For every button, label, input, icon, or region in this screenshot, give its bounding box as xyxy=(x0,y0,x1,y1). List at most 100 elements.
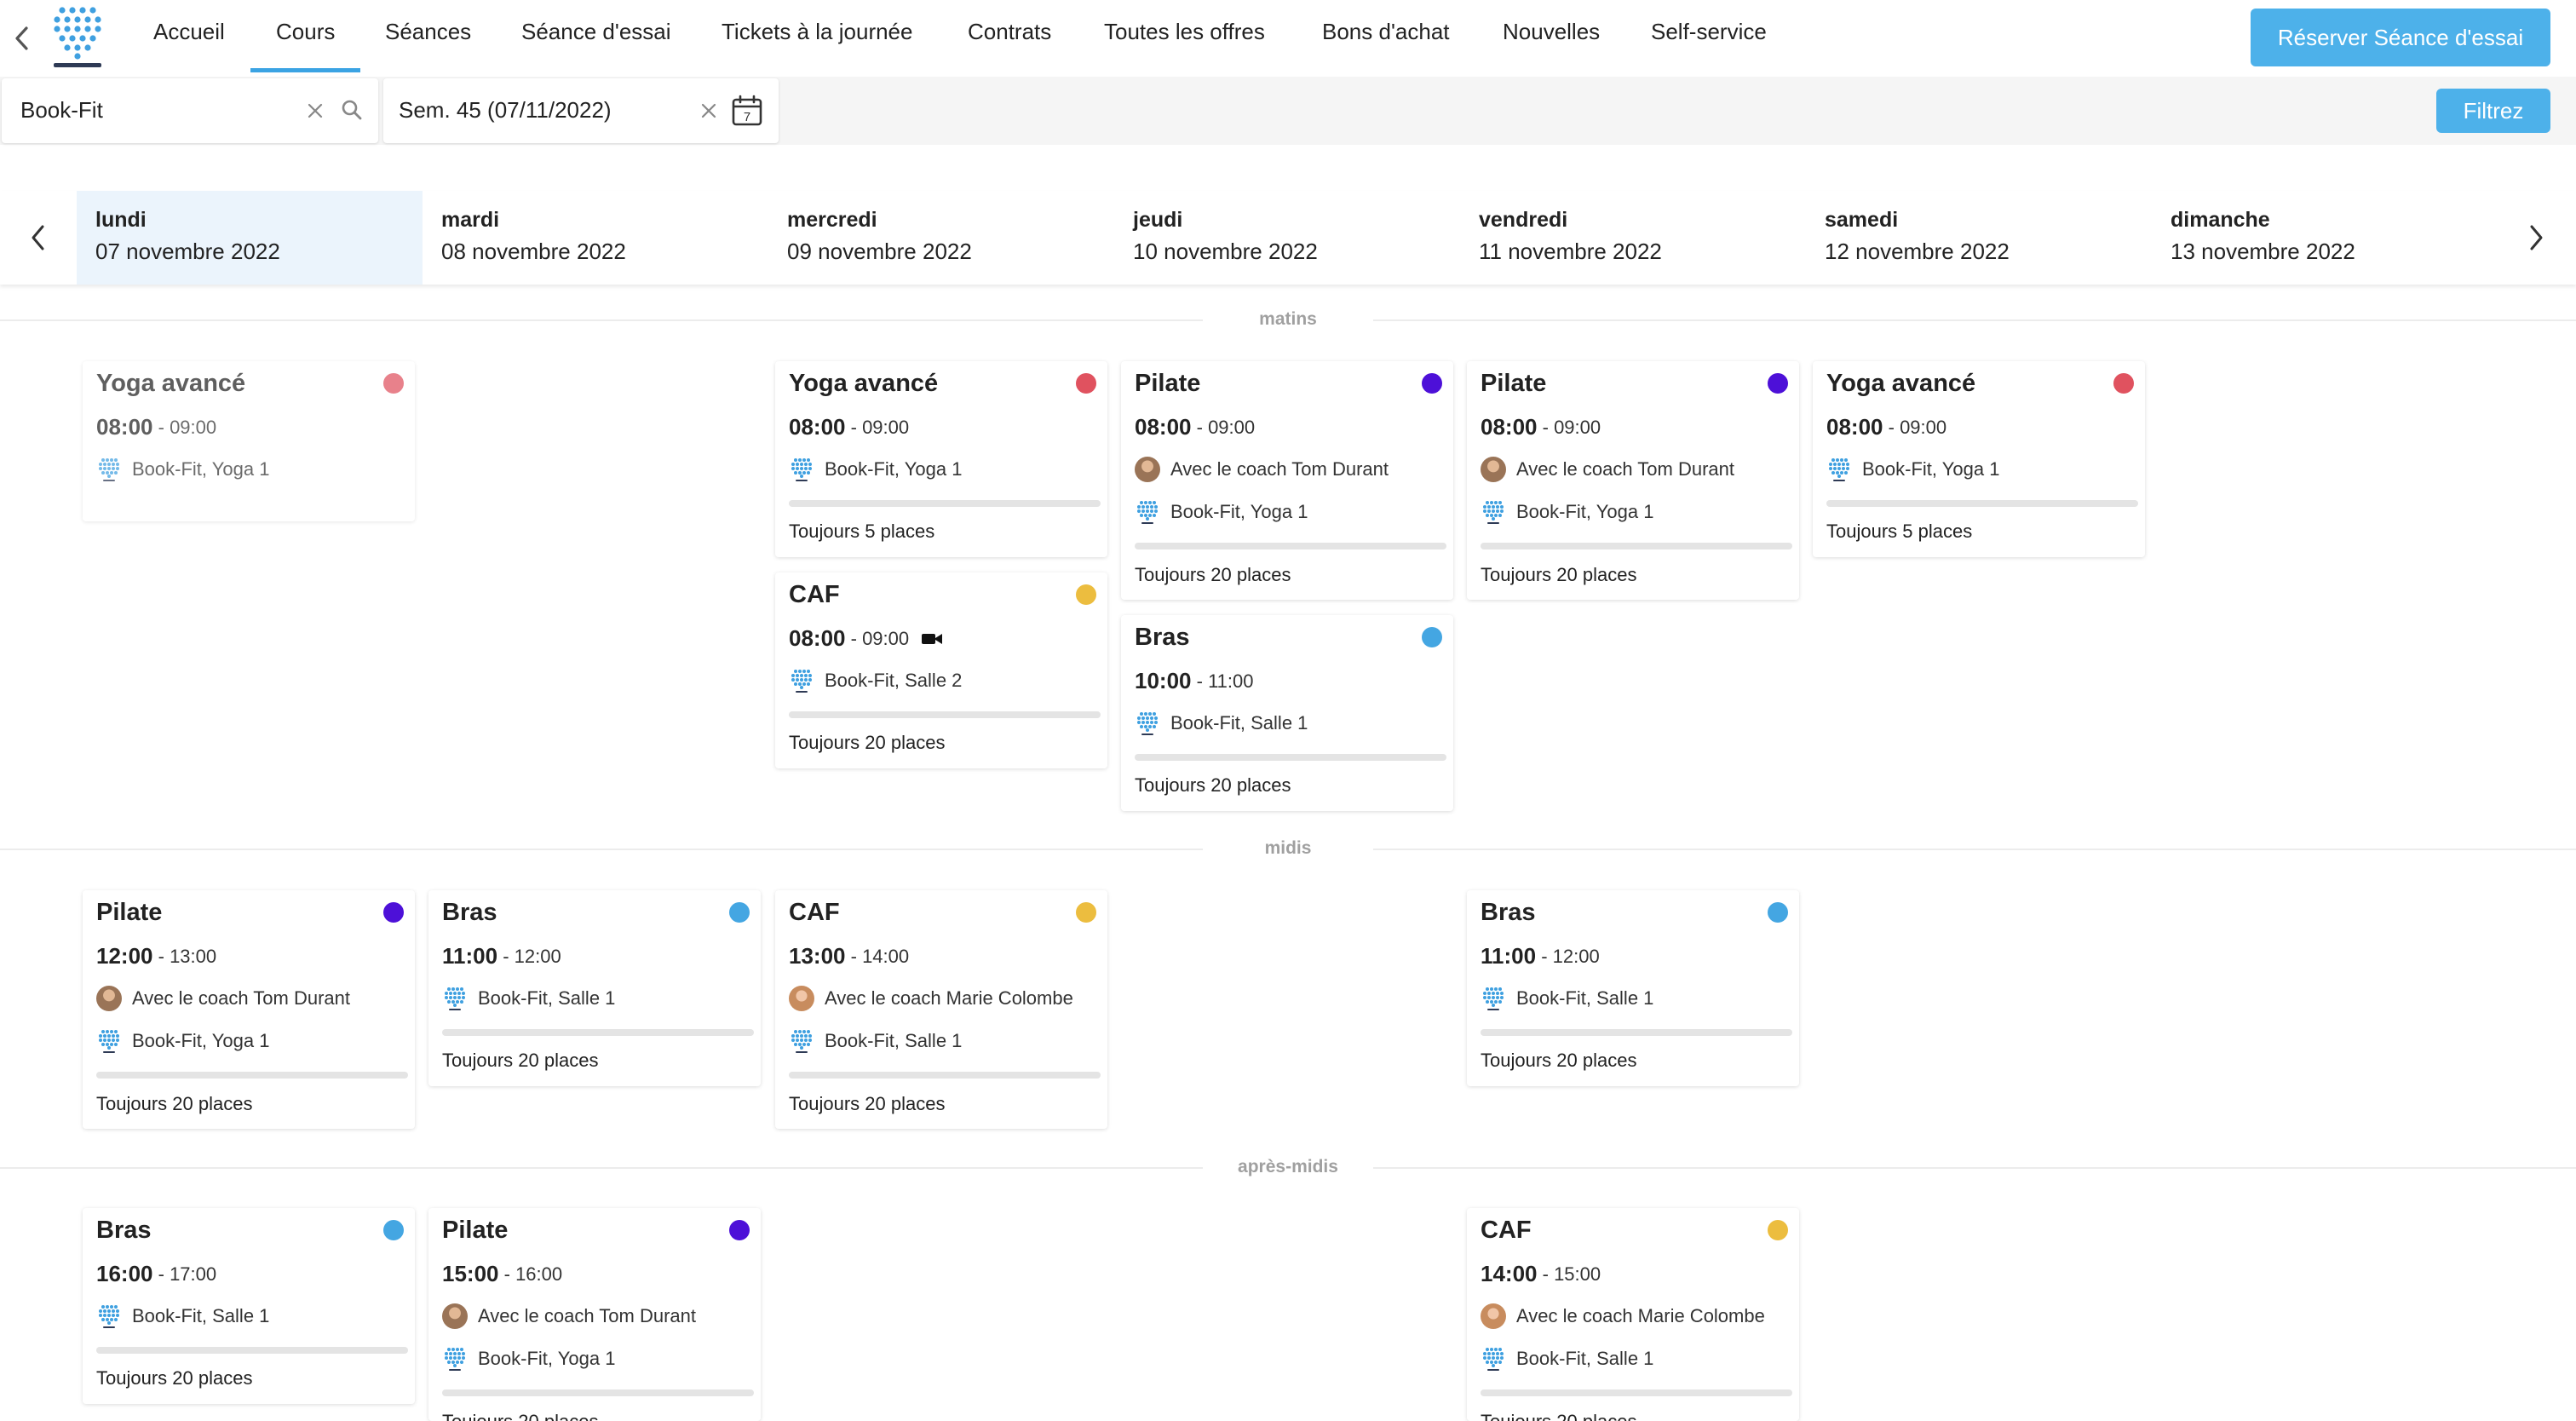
class-end-time: 17:00 xyxy=(170,1263,217,1285)
class-end-time: 11:00 xyxy=(1208,670,1254,692)
class-room-label: Book-Fit, Salle 1 xyxy=(478,987,616,1009)
class-title: Yoga avancé xyxy=(789,370,939,397)
class-card[interactable]: Pilate 15:00 - 16:00 Avec le coach Tom D… xyxy=(428,1208,761,1421)
class-card[interactable]: Yoga avancé 08:00 - 09:00 Book-Fit, Yoga… xyxy=(1813,361,2145,557)
class-room-label: Book-Fit, Salle 1 xyxy=(825,1030,963,1051)
class-end-time: 09:00 xyxy=(1900,416,1947,438)
class-card[interactable]: CAF 08:00 - 09:00 Book-Fit, Salle 2 Touj… xyxy=(775,572,1107,768)
search-icon[interactable] xyxy=(339,97,365,123)
class-room: Book-Fit, Yoga 1 xyxy=(96,457,269,482)
week-day-header: lundi 07 novembre 2022 mardi 08 novembre… xyxy=(0,191,2576,285)
clear-week-icon[interactable] xyxy=(697,99,721,123)
nav-item-self-service[interactable]: Self-service xyxy=(1651,19,1767,44)
class-end-time: 09:00 xyxy=(1208,416,1256,438)
class-card[interactable]: Pilate 08:00 - 09:00 Avec le coach Tom D… xyxy=(1121,361,1453,600)
class-end-time: 09:00 xyxy=(170,416,217,438)
studio-logo-icon xyxy=(1135,499,1160,525)
day-date: 12 novembre 2022 xyxy=(1825,239,2010,264)
class-card[interactable]: Yoga avancé 08:00 - 09:00 Book-Fit, Yoga… xyxy=(83,361,415,521)
nav-item-seance-essai[interactable]: Séance d'essai xyxy=(521,19,671,44)
class-start-time: 12:00 xyxy=(96,943,153,969)
class-time: 11:00 - 12:00 xyxy=(1481,943,1600,969)
capacity-bar xyxy=(1481,543,1792,549)
class-room: Book-Fit, Salle 1 xyxy=(96,1303,269,1329)
next-week-icon[interactable] xyxy=(2518,216,2556,259)
back-icon[interactable] xyxy=(9,19,34,58)
nav-item-accueil[interactable]: Accueil xyxy=(153,19,225,44)
class-card[interactable]: Bras 11:00 - 12:00 Book-Fit, Salle 1 Tou… xyxy=(1467,890,1799,1086)
mysports-logo[interactable] xyxy=(49,5,106,70)
nav-item-seances[interactable]: Séances xyxy=(385,19,472,44)
class-end-time: 15:00 xyxy=(1554,1263,1601,1285)
day-column-mardi[interactable]: mardi 08 novembre 2022 xyxy=(423,191,768,285)
class-room-label: Book-Fit, Salle 1 xyxy=(1516,1348,1654,1369)
week-selector-field[interactable]: Sem. 45 (07/11/2022) 7 xyxy=(383,78,779,143)
day-column-jeudi[interactable]: jeudi 10 novembre 2022 xyxy=(1114,191,1460,285)
class-room: Book-Fit, Yoga 1 xyxy=(1481,499,1653,525)
class-card[interactable]: Pilate 08:00 - 09:00 Avec le coach Tom D… xyxy=(1467,361,1799,600)
day-column-lundi[interactable]: lundi 07 novembre 2022 xyxy=(77,191,423,285)
class-start-time: 14:00 xyxy=(1481,1261,1538,1286)
capacity-bar xyxy=(1135,754,1446,761)
class-start-time: 11:00 xyxy=(1481,943,1537,969)
class-card[interactable]: CAF 13:00 - 14:00 Avec le coach Marie Co… xyxy=(775,890,1107,1129)
day-column-samedi[interactable]: samedi 12 novembre 2022 xyxy=(1806,191,2152,285)
class-card[interactable]: Yoga avancé 08:00 - 09:00 Book-Fit, Yoga… xyxy=(775,361,1107,557)
nav-item-tickets-journee[interactable]: Tickets à la journée xyxy=(722,19,913,44)
filter-bar: Book-Fit Sem. 45 (07/11/2022) 7 Filtrez xyxy=(0,77,2576,145)
day-name: vendredi xyxy=(1479,208,1568,232)
class-room-label: Book-Fit, Yoga 1 xyxy=(1170,501,1308,522)
nav-item-contrats[interactable]: Contrats xyxy=(968,19,1052,44)
studio-logo-icon xyxy=(96,1028,122,1054)
places-remaining: Toujours 20 places xyxy=(789,1093,946,1114)
class-card[interactable]: Bras 10:00 - 11:00 Book-Fit, Salle 1 Tou… xyxy=(1121,615,1453,811)
coach-avatar xyxy=(442,1303,468,1329)
day-date: 09 novembre 2022 xyxy=(787,239,972,264)
capacity-bar xyxy=(789,711,1101,718)
reserve-trial-button[interactable]: Réserver Séance d'essai xyxy=(2251,9,2550,66)
coach-avatar xyxy=(1135,457,1160,482)
calendar-icon[interactable]: 7 xyxy=(729,94,765,128)
category-color-dot xyxy=(1422,627,1442,647)
class-time: 08:00 - 09:00 xyxy=(1826,414,1947,440)
nav-item-toutes-offres[interactable]: Toutes les offres xyxy=(1104,19,1265,44)
class-card[interactable]: Bras 11:00 - 12:00 Book-Fit, Salle 1 Tou… xyxy=(428,890,761,1086)
studio-filter-field[interactable]: Book-Fit xyxy=(2,78,378,143)
class-end-time: 12:00 xyxy=(1552,945,1600,967)
class-coach: Avec le coach Tom Durant xyxy=(96,986,350,1011)
class-coach: Avec le coach Marie Colombe xyxy=(1481,1303,1765,1329)
class-card[interactable]: Pilate 12:00 - 13:00 Avec le coach Tom D… xyxy=(83,890,415,1129)
class-card[interactable]: Bras 16:00 - 17:00 Book-Fit, Salle 1 Tou… xyxy=(83,1208,415,1404)
top-navigation: Accueil Cours Séances Séance d'essai Tic… xyxy=(0,0,2576,77)
class-room-label: Book-Fit, Salle 1 xyxy=(1516,987,1654,1009)
class-time: 08:00 - 09:00 xyxy=(96,414,217,440)
day-column-mercredi[interactable]: mercredi 09 novembre 2022 xyxy=(768,191,1114,285)
class-room: Book-Fit, Salle 1 xyxy=(1481,986,1653,1011)
studio-logo-icon xyxy=(789,1028,814,1054)
category-color-dot xyxy=(729,1220,750,1240)
day-column-vendredi[interactable]: vendredi 11 novembre 2022 xyxy=(1460,191,1806,285)
section-label-matins: matins xyxy=(1203,307,1373,332)
studio-logo-icon xyxy=(1481,499,1506,525)
nav-item-bons-achat[interactable]: Bons d'achat xyxy=(1322,19,1450,44)
day-name: mardi xyxy=(441,208,500,232)
previous-week-icon[interactable] xyxy=(19,216,56,259)
day-column-dimanche[interactable]: dimanche 13 novembre 2022 xyxy=(2152,191,2498,285)
class-start-time: 10:00 xyxy=(1135,668,1192,693)
day-name: dimanche xyxy=(2171,208,2270,232)
class-room-label: Book-Fit, Yoga 1 xyxy=(825,458,963,480)
class-room-label: Book-Fit, Salle 2 xyxy=(825,670,963,691)
category-color-dot xyxy=(383,1220,404,1240)
class-end-time: 14:00 xyxy=(862,945,910,967)
day-date: 11 novembre 2022 xyxy=(1479,239,1662,264)
nav-item-nouvelles[interactable]: Nouvelles xyxy=(1503,19,1601,44)
clear-icon[interactable] xyxy=(303,99,327,123)
class-title: Pilate xyxy=(1135,370,1201,397)
class-title: Pilate xyxy=(96,899,163,926)
class-room: Book-Fit, Salle 1 xyxy=(1481,1346,1653,1372)
capacity-bar xyxy=(1481,1389,1792,1396)
nav-item-cours[interactable]: Cours xyxy=(250,19,361,72)
places-remaining: Toujours 20 places xyxy=(96,1093,253,1114)
filter-button[interactable]: Filtrez xyxy=(2436,89,2550,133)
class-card[interactable]: CAF 14:00 - 15:00 Avec le coach Marie Co… xyxy=(1467,1208,1799,1421)
